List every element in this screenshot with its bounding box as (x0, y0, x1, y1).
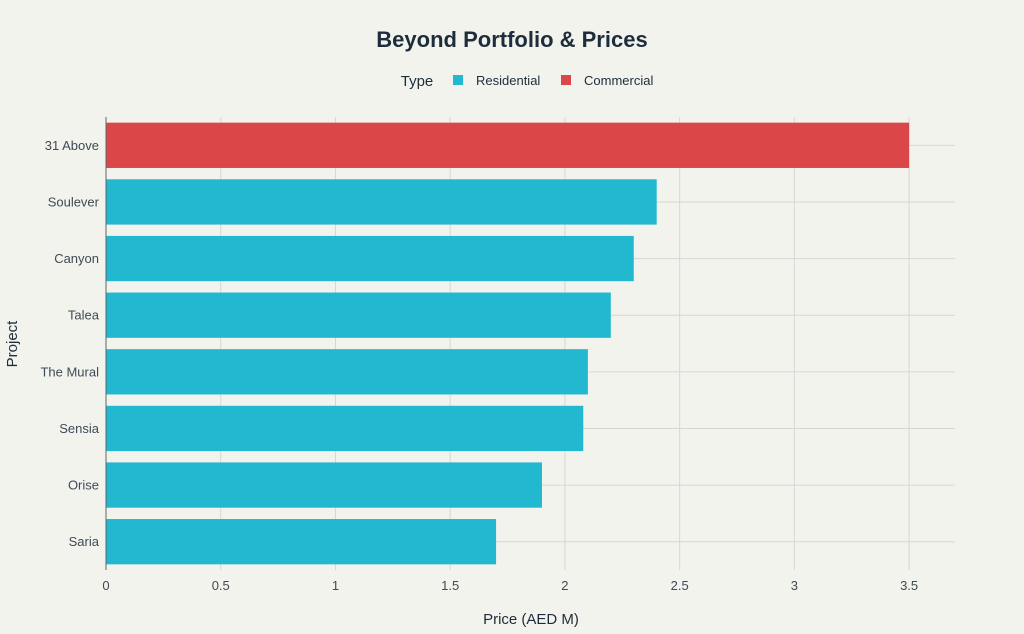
bar-sensia (106, 405, 584, 452)
x-tick-label: 3 (791, 578, 798, 593)
x-tick-label: 1 (332, 578, 339, 593)
bars (106, 122, 910, 565)
x-axis-title: Price (AED M) (483, 611, 579, 628)
legend: Type Residential Commercial (401, 73, 654, 90)
legend-swatch-residential (453, 75, 463, 85)
y-tick-label: Soulever (48, 194, 100, 209)
x-tick-labels: 0 0.5 1 1.5 2 2.5 3 3.5 (102, 578, 918, 593)
chart-title: Beyond Portfolio & Prices (376, 27, 647, 52)
bar-saria (106, 519, 497, 565)
y-tick-label: Sensia (59, 421, 100, 436)
legend-label-commercial: Commercial (584, 73, 653, 88)
x-tick-label: 0.5 (212, 578, 230, 593)
x-tick-label: 3.5 (900, 578, 918, 593)
y-tick-label: Orise (68, 478, 99, 493)
y-tick-label: The Mural (40, 364, 99, 379)
bar-31-above (106, 122, 910, 168)
bar-canyon (106, 235, 634, 282)
legend-swatch-commercial (561, 75, 571, 85)
bar-soulever (106, 179, 657, 225)
x-tick-label: 2.5 (671, 578, 689, 593)
x-tick-label: 1.5 (441, 578, 459, 593)
y-axis-title: Project (4, 320, 21, 368)
bar-orise (106, 462, 542, 508)
bar-the-mural (106, 349, 588, 395)
legend-label-residential: Residential (476, 73, 540, 88)
y-tick-label: Saria (69, 534, 100, 549)
y-tick-labels: 31 Above Soulever Canyon Talea The Mural Sens… (40, 138, 99, 549)
legend-title: Type (401, 73, 434, 90)
y-tick-label: Canyon (54, 251, 99, 266)
y-tick-label: Talea (68, 308, 100, 323)
x-tick-label: 0 (102, 578, 109, 593)
x-tick-label: 2 (561, 578, 568, 593)
y-tick-label: 31 Above (45, 138, 99, 153)
bar-talea (106, 292, 611, 338)
